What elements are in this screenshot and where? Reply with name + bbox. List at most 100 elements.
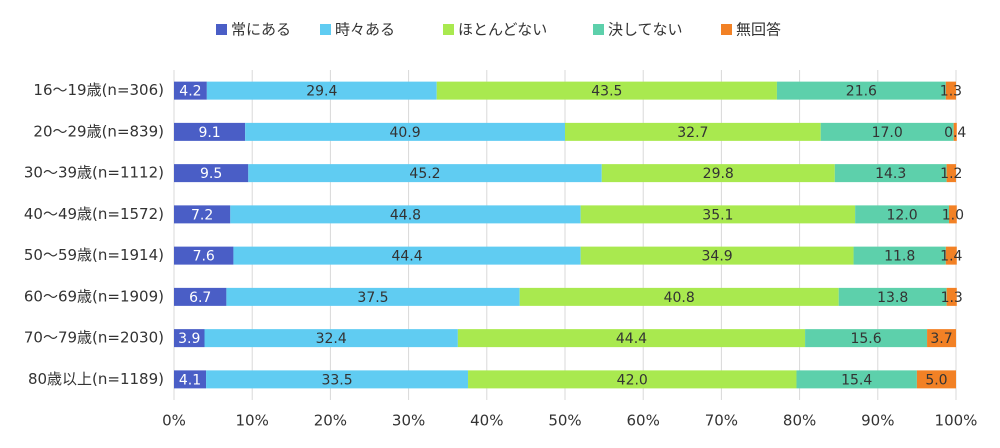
bar-segment xyxy=(230,205,581,224)
bar-segment xyxy=(206,370,469,389)
bar-segment xyxy=(457,329,806,348)
data-label: 1.0 xyxy=(942,207,964,223)
bar-segment xyxy=(945,246,957,265)
y-tick-label: 16～19歳(n=306) xyxy=(33,81,164,99)
bar-segment xyxy=(174,246,234,265)
legend-swatch xyxy=(721,24,732,35)
data-label: 4.2 xyxy=(179,84,201,100)
x-tick-label: 0% xyxy=(162,412,186,430)
bar-segment xyxy=(853,246,946,265)
bar-segment xyxy=(580,205,856,224)
y-tick-label: 20～29歳(n=839) xyxy=(33,122,164,140)
data-label: 1.3 xyxy=(940,84,962,100)
data-label: 34.9 xyxy=(702,249,733,265)
data-label: 13.8 xyxy=(877,290,908,306)
legend-swatch xyxy=(593,24,604,35)
bar-segment xyxy=(468,370,797,389)
bar-segment xyxy=(855,205,949,224)
data-label: 7.2 xyxy=(191,207,213,223)
bar-segment xyxy=(245,122,566,141)
data-label: 3.9 xyxy=(178,331,200,347)
bar-segment xyxy=(174,122,246,141)
data-label: 44.4 xyxy=(391,249,422,265)
legend-label: 無回答 xyxy=(736,21,781,39)
bar-segment xyxy=(834,164,947,183)
bar-segment xyxy=(838,287,947,306)
data-label: 29.8 xyxy=(703,166,734,182)
bar-segment xyxy=(206,81,437,100)
x-tick-label: 50% xyxy=(548,412,581,430)
x-tick-label: 30% xyxy=(392,412,425,430)
bar-segment xyxy=(436,81,777,100)
data-label: 17.0 xyxy=(872,125,903,141)
bar-segment xyxy=(174,329,205,348)
x-tick-label: 90% xyxy=(861,412,894,430)
x-tick-label: 10% xyxy=(236,412,269,430)
data-label: 29.4 xyxy=(306,84,337,100)
bar-segment xyxy=(174,164,249,183)
bar-segment xyxy=(174,205,231,224)
x-tick-label: 80% xyxy=(783,412,816,430)
bar-segment xyxy=(233,246,581,265)
data-label: 6.7 xyxy=(189,290,211,306)
legend-label: 決してない xyxy=(608,21,683,39)
bar-segment xyxy=(226,287,520,306)
data-label: 15.6 xyxy=(850,331,881,347)
x-tick-label: 20% xyxy=(314,412,347,430)
y-tick-label: 70～79歳(n=2030) xyxy=(24,329,164,347)
bar-segment xyxy=(805,329,928,348)
bar-segment xyxy=(916,370,956,389)
bar-segment xyxy=(601,164,835,183)
bar-segment xyxy=(248,164,602,183)
data-label: 40.9 xyxy=(389,125,420,141)
data-label: 15.4 xyxy=(841,372,872,388)
data-label: 44.4 xyxy=(616,331,647,347)
data-label: 35.1 xyxy=(702,207,733,223)
legend-swatch xyxy=(216,24,227,35)
legend-swatch xyxy=(320,24,331,35)
data-label: 11.8 xyxy=(884,249,915,265)
legend-swatch xyxy=(443,24,454,35)
data-label: 14.3 xyxy=(875,166,906,182)
data-label: 33.5 xyxy=(321,372,352,388)
bar-segment xyxy=(953,122,957,141)
bar-segment xyxy=(820,122,954,141)
data-label: 9.1 xyxy=(198,125,220,141)
bar-segment xyxy=(580,246,854,265)
bar-segment xyxy=(204,329,458,348)
data-label: 9.5 xyxy=(200,166,222,182)
y-tick-label: 30～39歳(n=1112) xyxy=(24,164,164,182)
bar-segment xyxy=(796,370,917,389)
data-label: 1.4 xyxy=(940,249,962,265)
data-label: 42.0 xyxy=(617,372,648,388)
data-label: 40.8 xyxy=(664,290,695,306)
y-tick-label: 40～49歳(n=1572) xyxy=(24,205,164,223)
data-label: 5.0 xyxy=(925,372,947,388)
data-label: 1.2 xyxy=(940,166,962,182)
x-tick-label: 60% xyxy=(627,412,660,430)
data-label: 44.8 xyxy=(390,207,421,223)
bar-segment xyxy=(174,81,207,100)
y-tick-label: 60～69歳(n=1909) xyxy=(24,287,164,305)
data-label: 32.7 xyxy=(677,125,708,141)
data-label: 21.6 xyxy=(846,84,877,100)
data-label: 37.5 xyxy=(357,290,388,306)
bar-segment xyxy=(174,287,227,306)
bar-segment xyxy=(565,122,821,141)
bar-segment xyxy=(948,205,957,224)
bar-segment xyxy=(776,81,946,100)
legend-label: ほとんどない xyxy=(458,21,547,39)
data-label: 0.4 xyxy=(944,125,966,141)
bar-segment xyxy=(946,287,957,306)
data-label: 12.0 xyxy=(886,207,917,223)
data-label: 45.2 xyxy=(409,166,440,182)
legend-label: 時々ある xyxy=(335,21,395,39)
bar-segment xyxy=(174,370,207,389)
y-tick-label: 50～59歳(n=1914) xyxy=(24,246,164,264)
x-tick-label: 70% xyxy=(705,412,738,430)
data-label: 7.6 xyxy=(193,249,215,265)
bar-segment xyxy=(945,81,956,100)
bar-segment xyxy=(519,287,839,306)
data-label: 1.3 xyxy=(941,290,963,306)
